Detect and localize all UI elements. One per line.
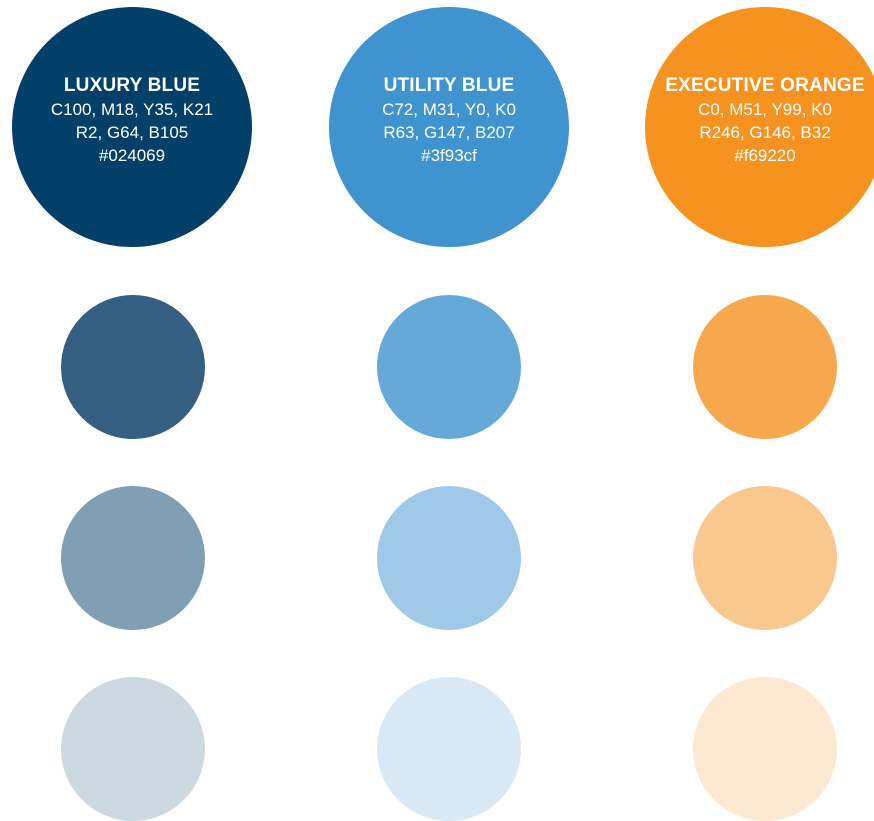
luxury-blue-swatch: LUXURY BLUE C100, M18, Y35, K21 R2, G64,… (12, 7, 252, 247)
swatch-hex: #024069 (98, 146, 166, 165)
swatch-cmyk: C0, M51, Y99, K0 (698, 100, 832, 119)
executive-orange-tint-3 (693, 677, 837, 821)
luxury-blue-tint-1 (61, 295, 205, 439)
executive-orange-swatch: EXECUTIVE ORANGE C0, M51, Y99, K0 R246, … (645, 7, 874, 247)
swatch-cmyk: C100, M18, Y35, K21 (50, 100, 214, 119)
swatch-hex: #f69220 (734, 146, 796, 165)
swatch-rgb: R63, G147, B207 (383, 123, 515, 142)
swatch-hex: #3f93cf (421, 146, 477, 165)
swatch-rgb: R246, G146, B32 (699, 123, 831, 142)
executive-orange-tint-1 (693, 295, 837, 439)
swatch-name: UTILITY BLUE (383, 75, 515, 96)
swatch-name: LUXURY BLUE (63, 75, 201, 96)
luxury-blue-tint-3 (61, 677, 205, 821)
utility-blue-tint-1 (377, 295, 521, 439)
utility-blue-tint-3 (377, 677, 521, 821)
executive-orange-tint-2 (693, 486, 837, 630)
luxury-blue-tint-2 (61, 486, 205, 630)
swatch-rgb: R2, G64, B105 (75, 123, 189, 142)
swatch-cmyk: C72, M31, Y0, K0 (382, 100, 516, 119)
utility-blue-swatch: UTILITY BLUE C72, M31, Y0, K0 R63, G147,… (329, 7, 569, 247)
utility-blue-tint-2 (377, 486, 521, 630)
swatch-name: EXECUTIVE ORANGE (665, 75, 865, 96)
